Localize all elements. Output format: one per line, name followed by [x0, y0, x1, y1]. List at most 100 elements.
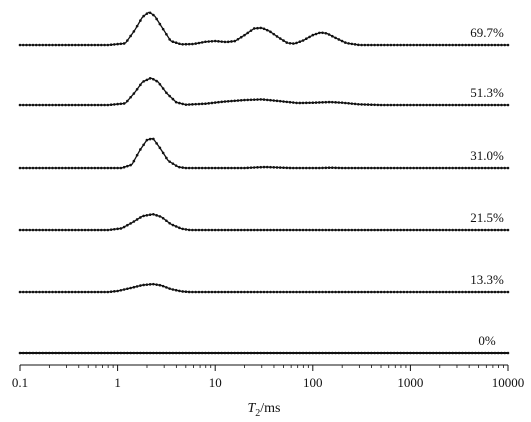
series-point: [321, 31, 324, 35]
series-point: [38, 43, 41, 47]
series-point: [200, 41, 204, 44]
series-point: [337, 166, 341, 170]
series-point: [109, 290, 113, 293]
series-point: [265, 98, 269, 102]
series-point: [21, 228, 25, 232]
series-point: [204, 290, 207, 294]
series-point: [204, 228, 207, 232]
series-point: [119, 166, 123, 170]
series-point: [357, 290, 360, 294]
series-point: [31, 228, 35, 232]
series-point: [474, 351, 477, 355]
series-point: [233, 39, 237, 43]
series-point: [399, 351, 402, 355]
series-point: [295, 290, 298, 294]
series-point: [217, 40, 220, 43]
series-point: [47, 43, 51, 47]
series-point: [490, 43, 494, 47]
series-point: [77, 228, 80, 232]
series-point: [103, 103, 106, 107]
series-point: [181, 166, 184, 169]
series-point: [18, 103, 22, 107]
series-point: [321, 290, 324, 294]
series-point: [490, 351, 494, 355]
series-point: [57, 103, 61, 107]
series-point: [31, 290, 35, 294]
series-point: [318, 290, 321, 294]
series-point: [405, 43, 409, 47]
series-point: [70, 351, 74, 355]
series-point: [90, 103, 93, 107]
series-point: [262, 228, 266, 232]
series-point: [327, 166, 331, 169]
series-point: [171, 162, 175, 165]
series-point: [116, 351, 119, 355]
series-point: [122, 351, 126, 355]
series-point: [353, 166, 357, 170]
series-point: [428, 290, 432, 294]
series-point: [370, 351, 373, 355]
series-point: [493, 290, 497, 294]
series-point: [80, 290, 84, 294]
series-point: [487, 228, 490, 232]
series-point: [285, 100, 289, 104]
series-point: [448, 290, 451, 294]
series-point: [116, 42, 119, 46]
series-point: [174, 288, 178, 292]
series-point: [285, 41, 289, 44]
series-point: [119, 227, 123, 230]
series-point: [265, 290, 269, 294]
series-point: [334, 101, 337, 104]
series-point: [347, 290, 350, 294]
series-point: [418, 43, 422, 47]
series-point: [103, 290, 106, 294]
series-layer: 69.7% 51.3% 31.0% 21.5% 13.3% 0%: [18, 11, 510, 355]
series-point: [226, 166, 230, 170]
series-point: [347, 42, 350, 45]
series-point: [262, 290, 266, 294]
series-point: [103, 166, 106, 170]
series-point: [145, 12, 149, 15]
series-point: [331, 290, 334, 294]
series-point: [126, 287, 129, 291]
series-point: [321, 101, 324, 104]
series-point: [174, 164, 178, 167]
series-point: [451, 103, 454, 107]
series-point: [77, 351, 80, 355]
series-point: [288, 166, 292, 170]
series-point: [503, 351, 507, 355]
series-point: [223, 290, 227, 294]
series-point: [363, 290, 367, 294]
series-point: [87, 351, 90, 355]
series-point: [246, 98, 250, 102]
series-point: [464, 228, 468, 232]
series-point: [236, 37, 240, 41]
series-point: [389, 228, 393, 232]
series-point: [158, 82, 162, 86]
series-point: [18, 166, 22, 170]
series-point: [444, 290, 448, 294]
series-point: [252, 166, 256, 169]
series-point: [327, 100, 331, 104]
series-point: [34, 103, 38, 107]
series-point: [129, 286, 132, 290]
series-point: [291, 166, 295, 170]
series-point: [278, 166, 282, 169]
x-tick-label: 10000: [492, 375, 525, 390]
series-point: [500, 290, 503, 294]
series-point: [370, 290, 373, 294]
series-point: [444, 43, 448, 47]
series-point: [226, 100, 230, 103]
series-point: [126, 164, 129, 168]
series-point: [340, 351, 344, 355]
series-point: [350, 351, 354, 355]
series-point: [223, 166, 227, 170]
series-point: [363, 228, 367, 232]
series-point: [197, 228, 201, 232]
series-point: [207, 40, 210, 43]
series-point: [113, 290, 116, 293]
series-point: [161, 351, 165, 355]
series-point: [441, 103, 445, 107]
series-point: [435, 103, 438, 107]
series-point: [152, 13, 155, 17]
